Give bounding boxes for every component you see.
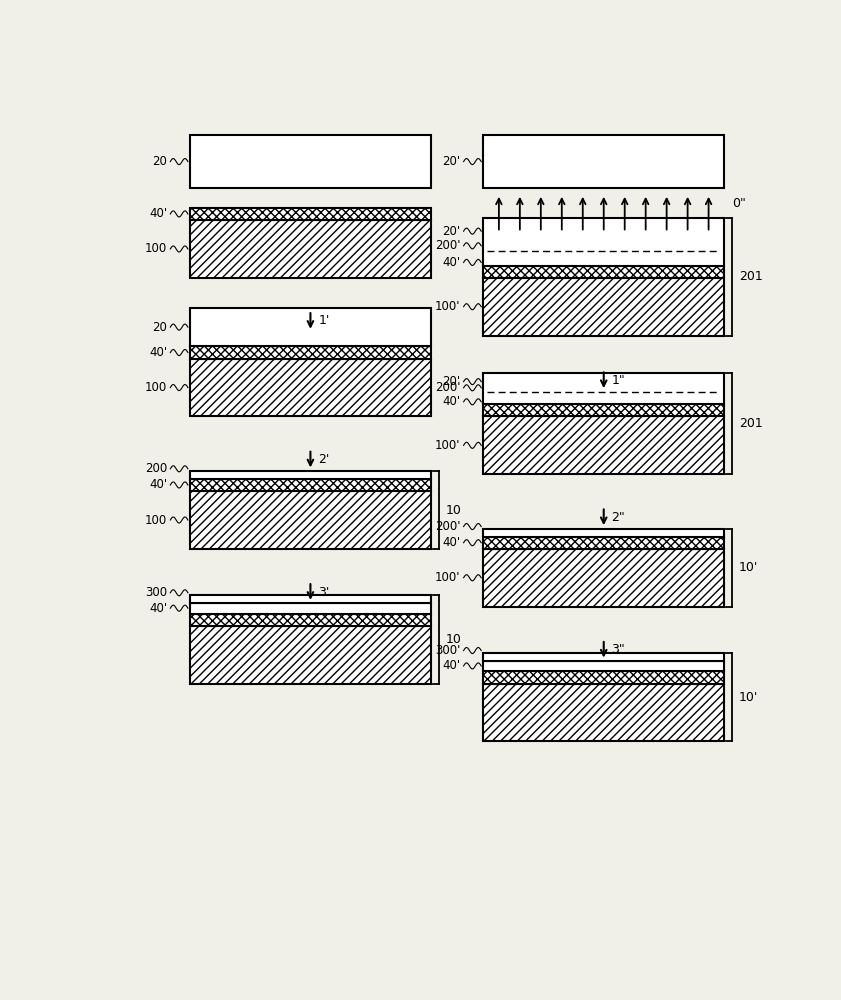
Text: 40': 40' xyxy=(442,256,460,269)
Bar xyxy=(190,135,431,188)
Text: 2": 2" xyxy=(611,511,626,524)
Bar xyxy=(190,359,431,416)
Text: 20': 20' xyxy=(442,375,460,388)
Text: 100: 100 xyxy=(145,242,167,255)
Text: 10': 10' xyxy=(738,561,758,574)
Text: 100: 100 xyxy=(145,514,167,527)
Text: 40': 40' xyxy=(149,478,167,491)
Bar xyxy=(483,135,724,188)
Text: 100': 100' xyxy=(435,439,460,452)
Text: 300: 300 xyxy=(145,586,167,599)
Bar xyxy=(483,661,724,671)
Text: 40': 40' xyxy=(149,602,167,615)
Bar xyxy=(190,471,431,479)
Text: 40': 40' xyxy=(442,395,460,408)
Bar xyxy=(483,537,724,549)
Text: 100': 100' xyxy=(435,571,460,584)
Bar xyxy=(483,266,724,278)
Text: 10': 10' xyxy=(738,691,758,704)
Text: 0": 0" xyxy=(733,197,746,210)
Bar xyxy=(483,404,724,416)
Text: 2': 2' xyxy=(318,453,330,466)
Bar xyxy=(190,220,431,278)
Text: 40': 40' xyxy=(442,536,460,549)
Bar xyxy=(483,653,724,661)
Text: 3': 3' xyxy=(318,586,330,599)
Bar xyxy=(483,278,724,336)
Bar xyxy=(483,218,724,266)
Bar xyxy=(483,416,724,474)
Text: 201: 201 xyxy=(738,270,763,283)
Text: 40': 40' xyxy=(149,207,167,220)
Text: 1': 1' xyxy=(318,314,330,327)
Text: 200': 200' xyxy=(435,381,460,394)
Bar xyxy=(483,684,724,741)
Text: 200': 200' xyxy=(435,239,460,252)
Text: 300': 300' xyxy=(435,644,460,657)
Text: 20: 20 xyxy=(152,321,167,334)
Bar xyxy=(483,373,724,404)
Text: 200: 200 xyxy=(145,462,167,475)
Text: 201: 201 xyxy=(738,417,763,430)
Bar xyxy=(190,626,431,684)
Text: 100: 100 xyxy=(145,381,167,394)
Text: 100': 100' xyxy=(435,300,460,313)
Bar xyxy=(190,346,431,359)
Text: 10: 10 xyxy=(446,633,461,646)
Bar xyxy=(190,308,431,346)
Bar xyxy=(190,208,431,220)
Bar xyxy=(190,603,431,614)
Bar xyxy=(190,595,431,603)
Bar xyxy=(483,529,724,537)
Bar xyxy=(483,671,724,684)
Bar xyxy=(190,614,431,626)
Text: 1": 1" xyxy=(611,374,626,387)
Text: 40': 40' xyxy=(149,346,167,359)
Bar xyxy=(483,549,724,607)
Text: 20': 20' xyxy=(442,225,460,238)
Text: 20: 20 xyxy=(152,155,167,168)
Text: 200': 200' xyxy=(435,520,460,533)
Text: 3": 3" xyxy=(611,643,626,656)
Text: 10: 10 xyxy=(446,504,461,517)
Text: 20': 20' xyxy=(442,155,460,168)
Bar xyxy=(190,479,431,491)
Bar xyxy=(190,491,431,549)
Text: 40': 40' xyxy=(442,659,460,672)
